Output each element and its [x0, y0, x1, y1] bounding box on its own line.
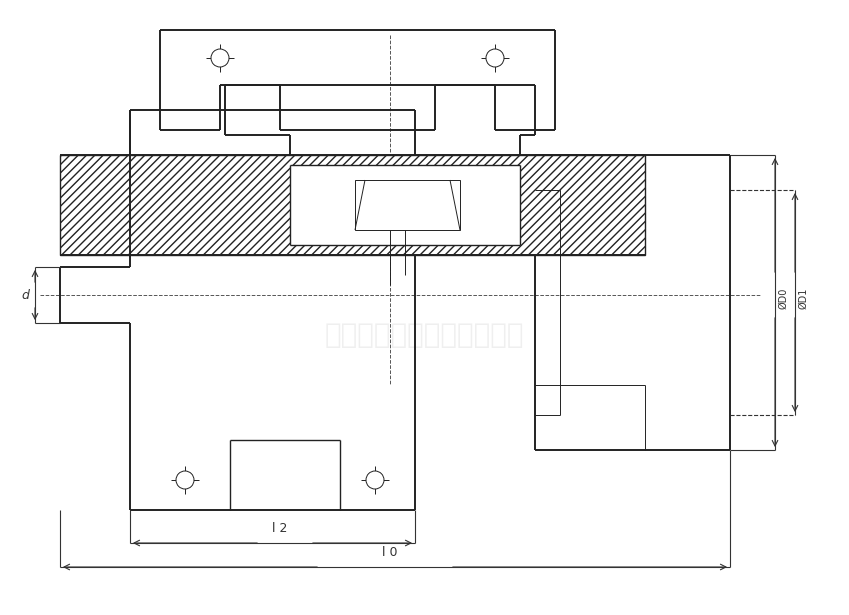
Circle shape	[176, 471, 194, 489]
Circle shape	[486, 49, 504, 67]
Bar	[290, 165, 520, 245]
Text: 汕头市利永联轴器有限公司: 汕头市利永联轴器有限公司	[324, 321, 524, 349]
Text: l 2: l 2	[273, 522, 288, 535]
Text: ØD1: ØD1	[798, 287, 808, 309]
Text: d: d	[21, 288, 29, 301]
Circle shape	[211, 49, 229, 67]
Text: ØD0: ØD0	[778, 287, 788, 309]
Text: l 0: l 0	[382, 546, 397, 559]
Bar	[355, 180, 460, 230]
Bar	[60, 155, 645, 255]
Circle shape	[366, 471, 384, 489]
